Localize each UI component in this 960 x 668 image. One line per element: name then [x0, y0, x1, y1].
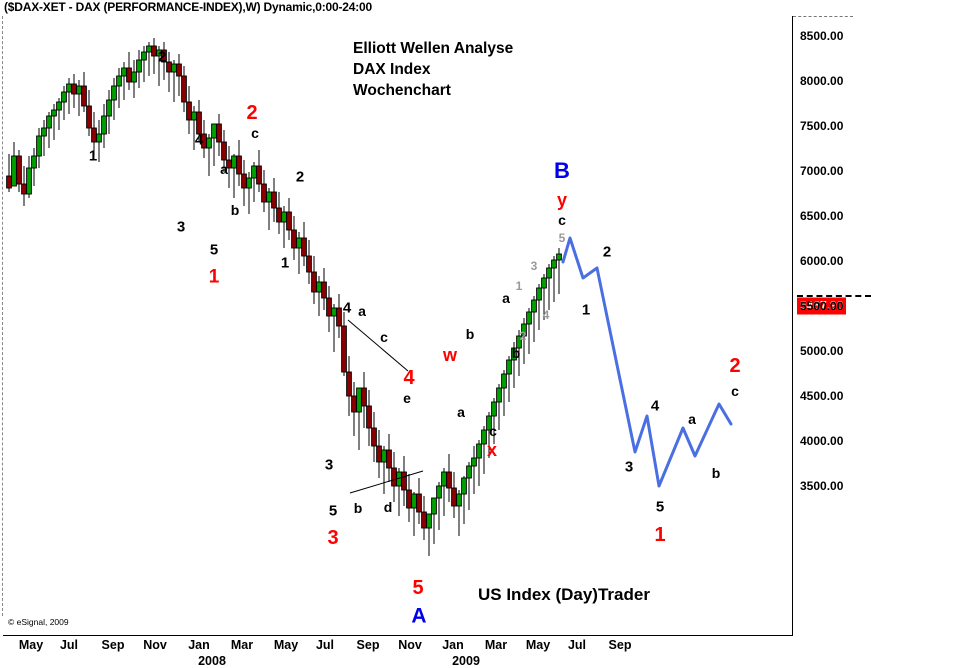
corrective-wave-y: y [556, 190, 568, 210]
proj-label-b: b [711, 465, 721, 481]
wave-label-b2: b [465, 326, 475, 342]
wave-label-a: a [220, 161, 228, 177]
primary-wave-5: 5 [412, 577, 424, 599]
cycle-wave-a: A [411, 604, 427, 628]
wave-label-b: b [230, 202, 240, 218]
wave-label-a2: a [457, 404, 465, 420]
wave-label-2b: 2 [295, 168, 305, 186]
wave-label-2: 2 [157, 48, 167, 66]
candlestick-series [6, 38, 562, 556]
proj-label-1: 1 [581, 301, 591, 319]
date-tick-5: Mar [230, 638, 254, 652]
date-axis[interactable]: May Jul Sep Nov Jan 2008 Mar May Jul Sep Nov Jan 200… [0, 636, 793, 668]
primary-wave-2: 2 [246, 102, 258, 124]
tri-label-e: e [403, 390, 411, 406]
date-tick-14: Sep [608, 638, 632, 652]
proj-label-4: 4 [650, 397, 660, 415]
wave-label-5b: 5 [328, 502, 338, 520]
price-tick-3500: 3500.00 [800, 479, 844, 493]
proj-label-2: 2 [602, 243, 612, 261]
sub-wave-5: 5 [558, 231, 566, 245]
proj-label-5: 5 [655, 498, 665, 516]
price-tick-4500: 4500.00 [800, 389, 844, 403]
corrective-wave-w: w [442, 345, 458, 365]
price-tick-4000: 4000.00 [800, 434, 844, 448]
cycle-wave-b: B [554, 158, 570, 183]
year-label-2009: 2009 [452, 654, 480, 668]
sub-wave-4: 4 [542, 308, 550, 322]
year-label-2008: 2008 [198, 654, 226, 668]
copyright-notice: © eSignal, 2009 [8, 617, 69, 627]
wave-label-a3: a [502, 290, 510, 306]
note-line-3: Wochenchart [353, 82, 451, 99]
date-tick-7: Jul [315, 638, 335, 652]
price-tick-5000: 5000.00 [800, 344, 844, 358]
note-line-1: Elliott Wellen Analyse [353, 40, 514, 57]
corrective-wave-x: x [486, 440, 498, 460]
date-tick-6: May [273, 638, 299, 652]
tri-label-d: d [383, 499, 393, 515]
current-price-tag: 5467.90 [797, 297, 847, 315]
wave-label-1: 1 [88, 147, 98, 165]
top-dashed-guide [793, 16, 853, 17]
current-price-line [797, 295, 871, 297]
wave-label-1b: 1 [280, 254, 290, 272]
price-tick-7000: 7000.00 [800, 164, 844, 178]
price-tick-5500: 5500.00 [800, 299, 844, 313]
date-tick-4: Jan [188, 638, 210, 652]
date-tick-11: Mar [484, 638, 508, 652]
left-dashed-guide [2, 16, 3, 616]
proj-primary-1: 1 [654, 524, 666, 546]
wave-label-3: 3 [176, 218, 186, 236]
date-tick-10: Jan [442, 638, 464, 652]
footer-branding: US Index (Day)Trader [478, 585, 650, 604]
date-tick-3: Nov [143, 638, 167, 652]
tri-label-a: a [358, 303, 366, 319]
wave-label-b3: b [511, 345, 521, 361]
primary-wave-3: 3 [327, 527, 339, 549]
wave-label-5: 5 [209, 241, 219, 259]
wave-label-4: 4 [194, 131, 204, 149]
price-tick-7500: 7500.00 [800, 119, 844, 133]
date-tick-8: Sep [356, 638, 380, 652]
note-line-2: DAX Index [353, 61, 431, 78]
proj-label-c: c [731, 383, 739, 399]
wave-label-c3: c [558, 212, 566, 228]
date-tick-13: Jul [567, 638, 587, 652]
price-tick-6500: 6500.00 [800, 209, 844, 223]
price-axis[interactable]: 5467.90 8500.00 8000.00 7500.00 7000.00 6500… [793, 16, 960, 636]
wave-label-c: c [251, 125, 259, 141]
wave-label-3b: 3 [324, 456, 334, 474]
proj-primary-2: 2 [729, 355, 741, 377]
primary-wave-1: 1 [208, 266, 220, 288]
sub-wave-1: 1 [515, 279, 523, 293]
date-tick-1: Jul [59, 638, 79, 652]
price-tick-6000: 6000.00 [800, 254, 844, 268]
analysis-note: Elliott Wellen Analyse DAX Index Wochenc… [353, 38, 513, 101]
proj-label-3: 3 [624, 458, 634, 476]
date-tick-0: May [18, 638, 44, 652]
date-tick-12: May [525, 638, 551, 652]
price-tick-8500: 8500.00 [800, 29, 844, 43]
price-tick-8000: 8000.00 [800, 74, 844, 88]
chart-title: ($DAX-XET - DAX (PERFORMANCE-INDEX),W) D… [4, 0, 372, 14]
date-tick-2: Sep [101, 638, 125, 652]
tri-label-c: c [380, 329, 388, 345]
date-tick-9: Nov [398, 638, 422, 652]
sub-wave-2: 2 [519, 329, 527, 343]
wave-label-4b: 4 [342, 299, 352, 317]
proj-label-a: a [688, 411, 696, 427]
title-bar: ($DAX-XET - DAX (PERFORMANCE-INDEX),W) D… [0, 0, 960, 16]
wave-label-c2: c [489, 423, 497, 439]
tri-label-b: b [353, 500, 363, 516]
primary-wave-4: 4 [403, 367, 415, 389]
sub-wave-3: 3 [530, 259, 538, 273]
projection-overlay [347, 236, 733, 494]
